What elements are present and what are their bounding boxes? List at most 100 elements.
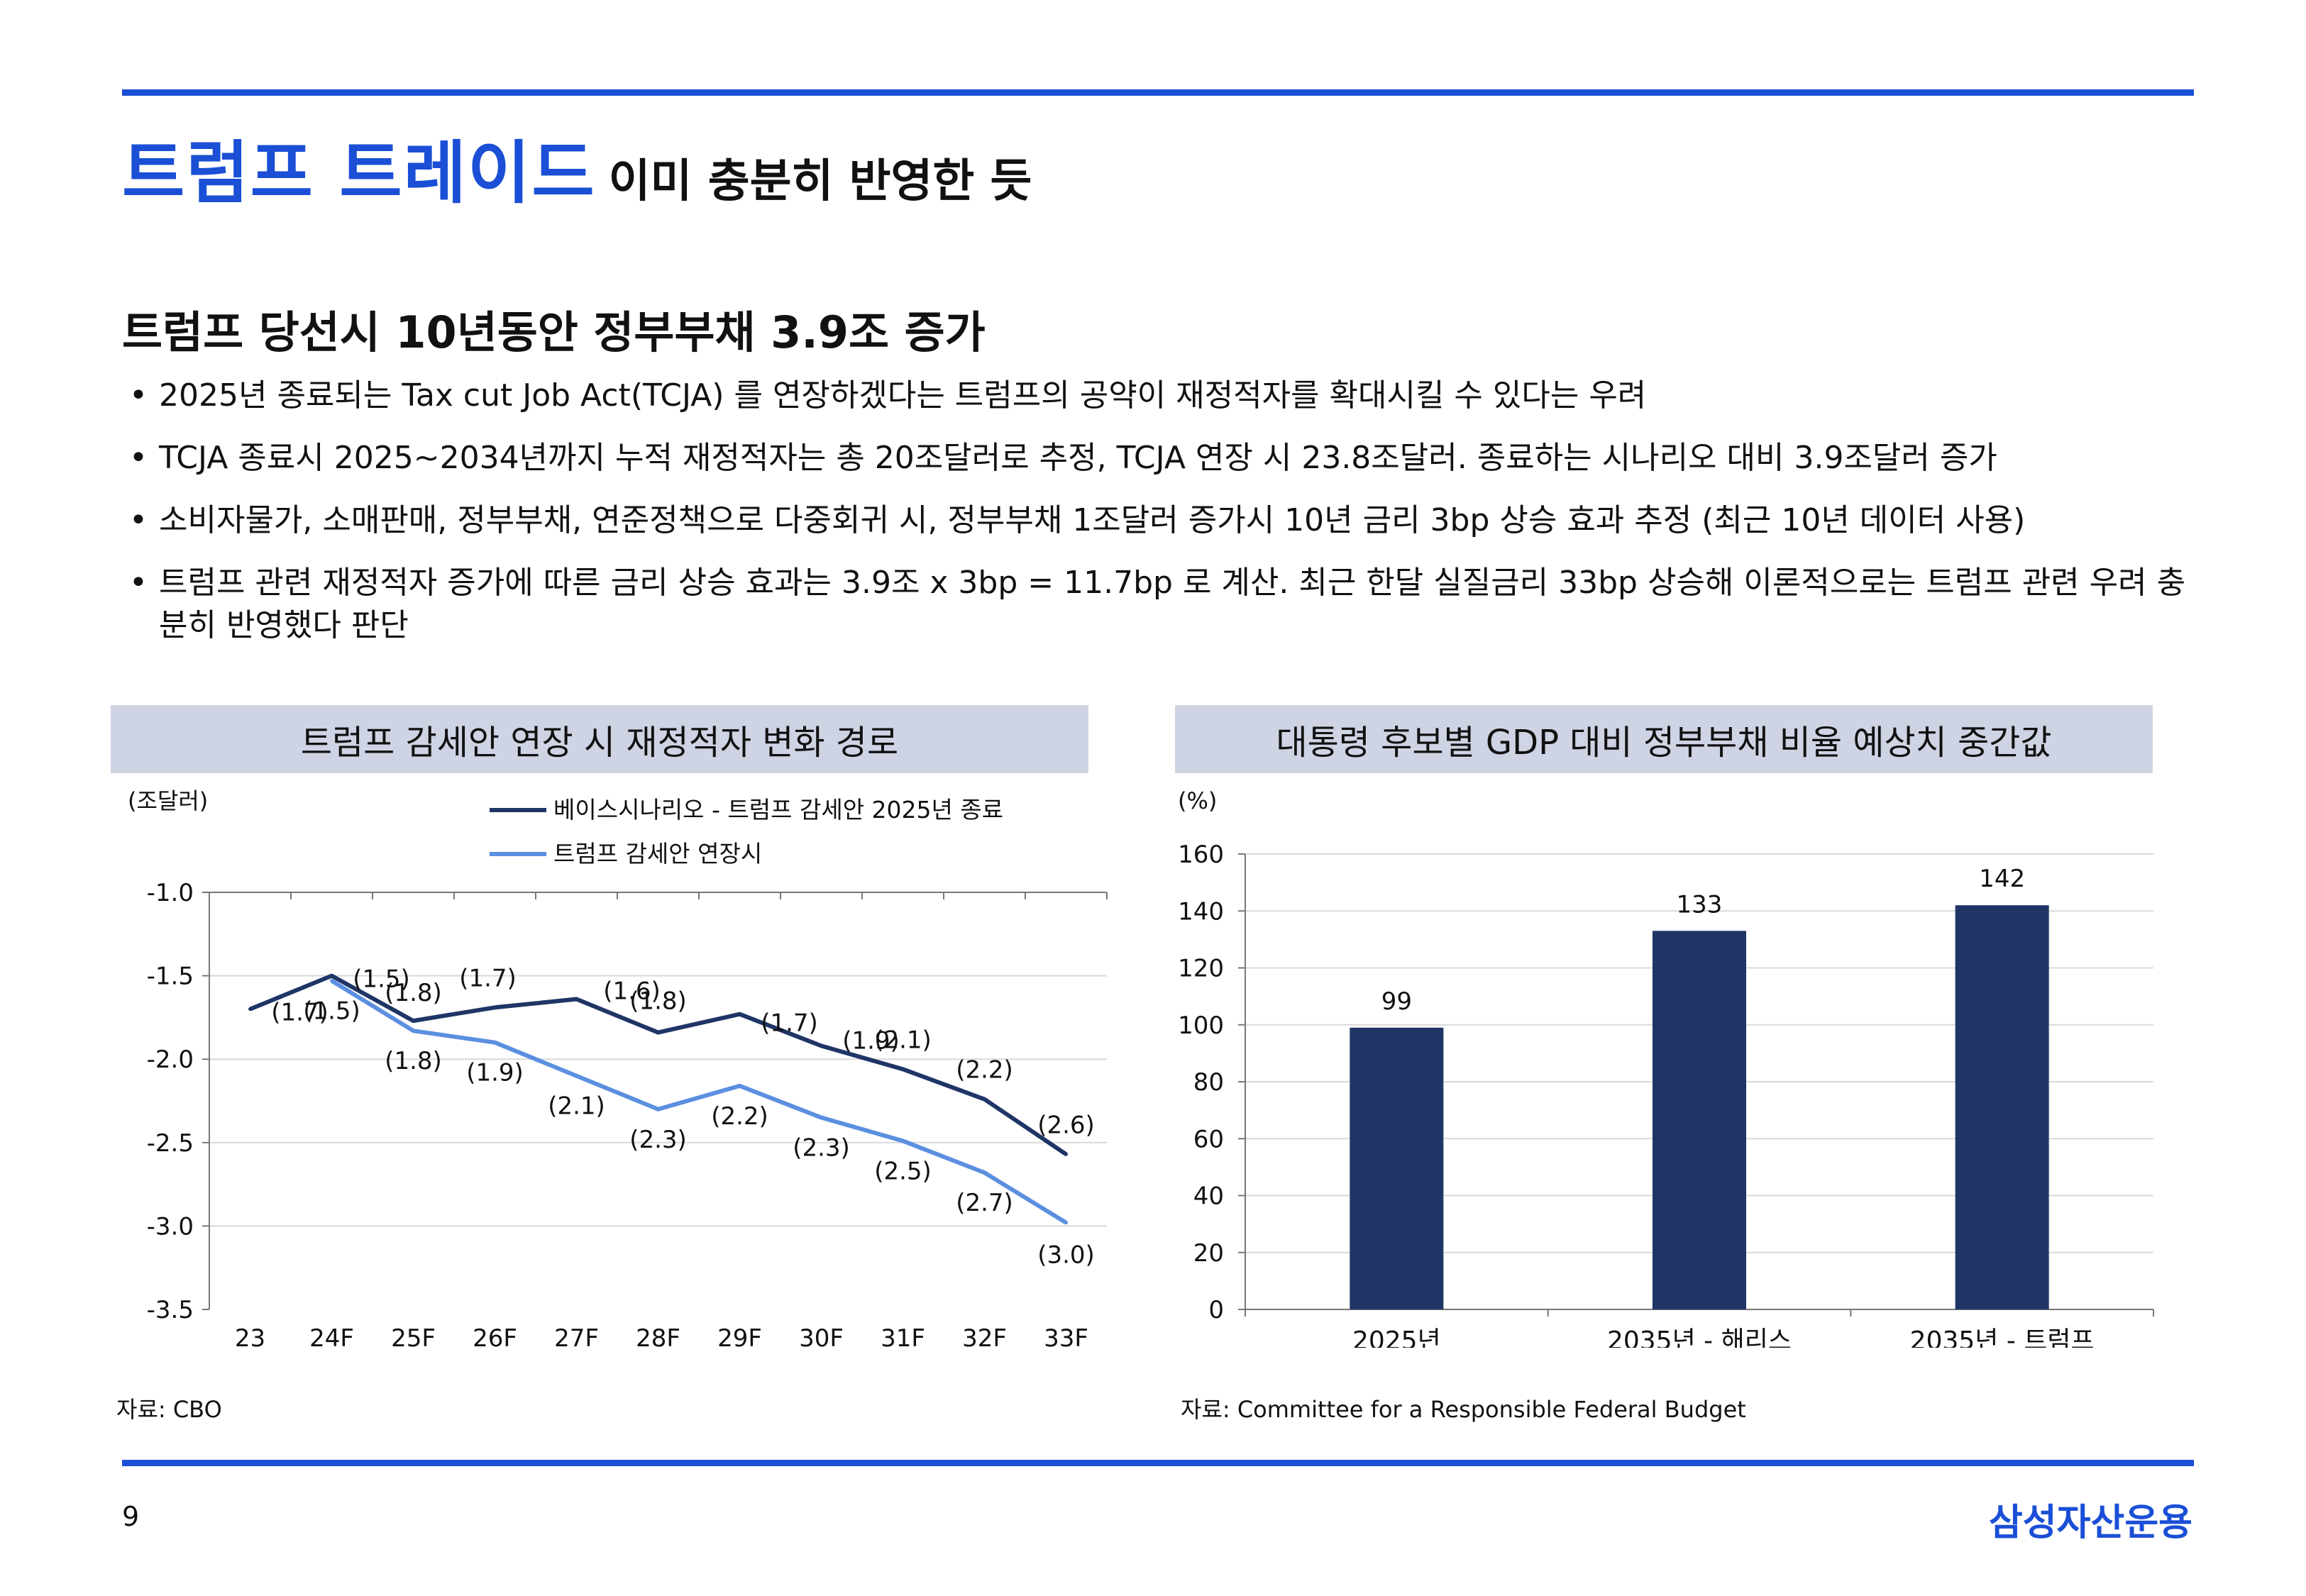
legend-label-1: 베이스시나리오 - 트럼프 감세안 2025년 종료: [553, 796, 1003, 824]
data-label-series-2: (2.3): [793, 1134, 850, 1163]
y-tick-label: 0: [1208, 1296, 1224, 1324]
bullet-dot: •: [129, 377, 148, 414]
series-2-point: [820, 1116, 823, 1120]
data-label-series-1: (2.6): [1037, 1111, 1095, 1139]
bar: [1955, 905, 2049, 1309]
y-tick-label: -2.5: [147, 1129, 194, 1158]
bullet-dot: •: [129, 502, 148, 538]
data-label-series-1: (2.2): [956, 1056, 1013, 1085]
series-1-point: [248, 1007, 252, 1012]
series-1-point: [412, 1019, 415, 1023]
line-chart-title: 트럼프 감세안 연장 시 재정적자 변화 경로: [111, 705, 1088, 773]
series-2-point: [901, 1138, 905, 1143]
series-2-point: [412, 1029, 415, 1033]
x-tick-label: 28F: [636, 1324, 680, 1348]
bar: [1350, 1027, 1444, 1309]
series-2-point: [1064, 1221, 1068, 1225]
y-tick-label: 60: [1193, 1125, 1224, 1153]
data-label-series-1: (1.8): [629, 987, 687, 1016]
data-label-series-1: (1.7): [459, 964, 517, 992]
data-label-series-2: (3.0): [1037, 1241, 1095, 1270]
x-tick-label: 25F: [391, 1324, 436, 1348]
series-1-point: [738, 1012, 741, 1016]
bullet-text: TCJA 종료시 2025~2034년까지 누적 재정적자는 총 20조달러로 …: [159, 440, 1997, 476]
bullet-item: • 2025년 종료되는 Tax cut Job Act(TCJA) 를 연장하겠…: [122, 375, 2194, 417]
data-label-series-1: (1.6): [603, 977, 661, 1006]
bottom-rule: [122, 1460, 2194, 1466]
y-tick-label: -3.0: [147, 1212, 194, 1241]
series-1-point: [330, 974, 333, 978]
bullet-text: 트럼프 관련 재정적자 증가에 따른 금리 상승 효과는 3.9조 x 3bp …: [159, 565, 2186, 643]
data-label-series-1: (1.7): [271, 999, 329, 1027]
x-tick-label: 26F: [473, 1324, 517, 1348]
y-tick-label: 160: [1178, 841, 1224, 869]
debt-bar-chart: (%) 0 20 40 60 80 100 120 140 160 99 2025년 133 2035년 …: [1178, 787, 2154, 1348]
x-tick-label: 27F: [554, 1324, 599, 1348]
series-1-point: [820, 1043, 823, 1048]
x-tick-label: 30F: [799, 1324, 844, 1348]
y-tick-label: 80: [1193, 1068, 1224, 1097]
series-2-point: [983, 1170, 986, 1175]
bar-chart-unit-label: (%): [1178, 787, 1217, 814]
x-tick-label: 24F: [309, 1324, 354, 1348]
page-number: 9: [122, 1501, 140, 1532]
page-title-accent: 트럼프 트레이드: [122, 133, 596, 213]
page-title-rest: 이미 충분히 반영한 듯: [608, 155, 1032, 208]
y-tick-label: 100: [1178, 1012, 1224, 1040]
series-2-point: [656, 1107, 660, 1112]
data-label-series-2: (1.5): [303, 997, 360, 1026]
bar-chart-title: 대통령 후보별 GDP 대비 정부부채 비율 예상치 중간값: [1175, 705, 2153, 773]
series-1-point: [656, 1031, 660, 1035]
y-tick-label: 120: [1178, 955, 1224, 983]
y-tick-label: -1.5: [147, 963, 194, 991]
y-tick-label: 40: [1193, 1182, 1224, 1211]
series-1-point: [983, 1097, 986, 1102]
data-label-series-2: (2.2): [711, 1102, 768, 1131]
section-heading: 트럼프 당선시 10년동안 정부부채 3.9조 증가: [122, 306, 986, 358]
bullet-dot: •: [129, 440, 148, 476]
bullet-item: • 소비자물가, 소매판매, 정부부채, 연준정책으로 다중회귀 시, 정부부채 …: [122, 499, 2194, 542]
x-tick-label: 2035년 - 해리스: [1607, 1326, 1792, 1348]
bar-value-label: 142: [1979, 865, 2025, 893]
data-label-series-1: (1.5): [353, 965, 410, 994]
data-label-series-1: (1.9): [842, 1026, 900, 1055]
series-2-point: [575, 1074, 578, 1078]
data-label-series-1: (1.8): [385, 979, 442, 1007]
x-tick-label: 31F: [881, 1324, 925, 1348]
bullet-item: • 트럼프 관련 재정적자 증가에 따른 금리 상승 효과는 3.9조 x 3bp…: [122, 562, 2194, 647]
series-2-point: [493, 1041, 497, 1045]
data-label-series-2: (2.5): [874, 1157, 932, 1185]
data-label-series-2: (1.8): [385, 1047, 442, 1075]
bullet-text: 소비자물가, 소매판매, 정부부채, 연준정책으로 다중회귀 시, 정부부채 1…: [159, 502, 2026, 538]
series-line-2: [330, 979, 1068, 1225]
x-tick-label: 29F: [717, 1324, 762, 1348]
x-tick-label: 23: [235, 1324, 265, 1348]
bullet-dot: •: [129, 565, 148, 601]
data-label-series-1: (1.7): [761, 1009, 818, 1038]
line-chart-unit-label: (조달러): [128, 787, 208, 814]
bullet-list: • 2025년 종료되는 Tax cut Job Act(TCJA) 를 연장하겠…: [122, 375, 2194, 667]
series-1-point: [1064, 1152, 1068, 1156]
y-tick-label: -3.5: [147, 1296, 194, 1324]
y-tick-label: 20: [1193, 1239, 1224, 1268]
legend-label-2: 트럼프 감세안 연장시: [553, 840, 762, 868]
series-1-point: [575, 997, 578, 1002]
bar-chart-source: 자료: Committee for a Responsible Federal …: [1181, 1396, 1746, 1423]
x-tick-label: 33F: [1044, 1324, 1088, 1348]
data-label-series-2: (2.1): [548, 1092, 605, 1121]
x-tick-label: 32F: [962, 1324, 1007, 1348]
bar-value-label: 99: [1381, 987, 1412, 1016]
x-tick-label: 2025년: [1352, 1326, 1441, 1348]
bullet-text: 2025년 종료되는 Tax cut Job Act(TCJA) 를 연장하겠다…: [159, 377, 1647, 414]
data-label-series-2: (2.3): [629, 1126, 687, 1154]
data-label-series-2: (1.9): [466, 1059, 524, 1087]
x-tick-label: 2035년 - 트럼프: [1910, 1326, 2095, 1348]
y-tick-label: -2.0: [147, 1046, 194, 1074]
top-rule: [122, 89, 2194, 96]
series-1-point: [901, 1067, 905, 1071]
y-tick-label: 140: [1178, 897, 1224, 926]
brand-logo-text: 삼성자산운용: [1988, 1502, 2192, 1544]
bar-value-label: 133: [1677, 890, 1723, 919]
series-1-point: [493, 1005, 497, 1009]
series-2-point: [330, 979, 333, 983]
